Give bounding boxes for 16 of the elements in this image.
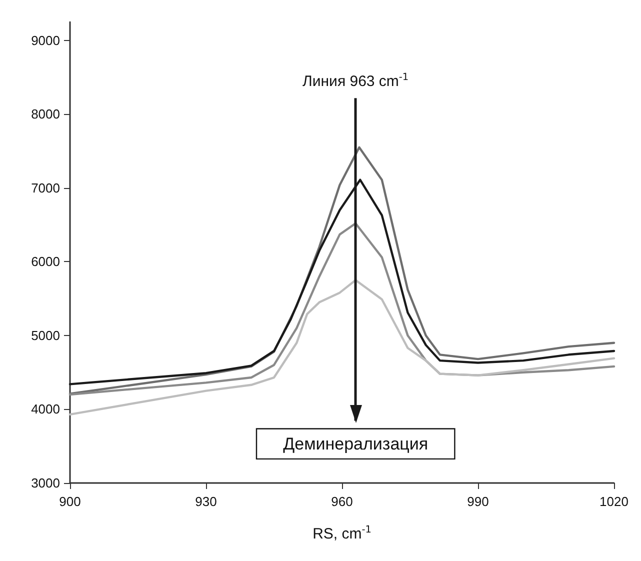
x-tick-label: 900 [59, 494, 81, 509]
y-tick-label: 7000 [31, 180, 60, 196]
annotation: Деминерализация [283, 434, 428, 454]
x-tick-label: 930 [195, 494, 217, 509]
y-tick-label: 6000 [31, 254, 60, 270]
y-tick-label: 9000 [31, 32, 60, 48]
y-tick-label: 3000 [31, 476, 60, 490]
x-tick-label: 990 [467, 494, 489, 509]
y-tick-label: 8000 [31, 106, 60, 122]
y-tick-label: 4000 [31, 402, 60, 417]
line-series [68, 222, 616, 396]
x-tick-label: 960 [331, 494, 353, 509]
y-tick-label: 5000 [31, 328, 60, 343]
x-tick-label: 1020 [600, 494, 628, 509]
line-series [68, 279, 616, 416]
line-series [68, 146, 616, 395]
